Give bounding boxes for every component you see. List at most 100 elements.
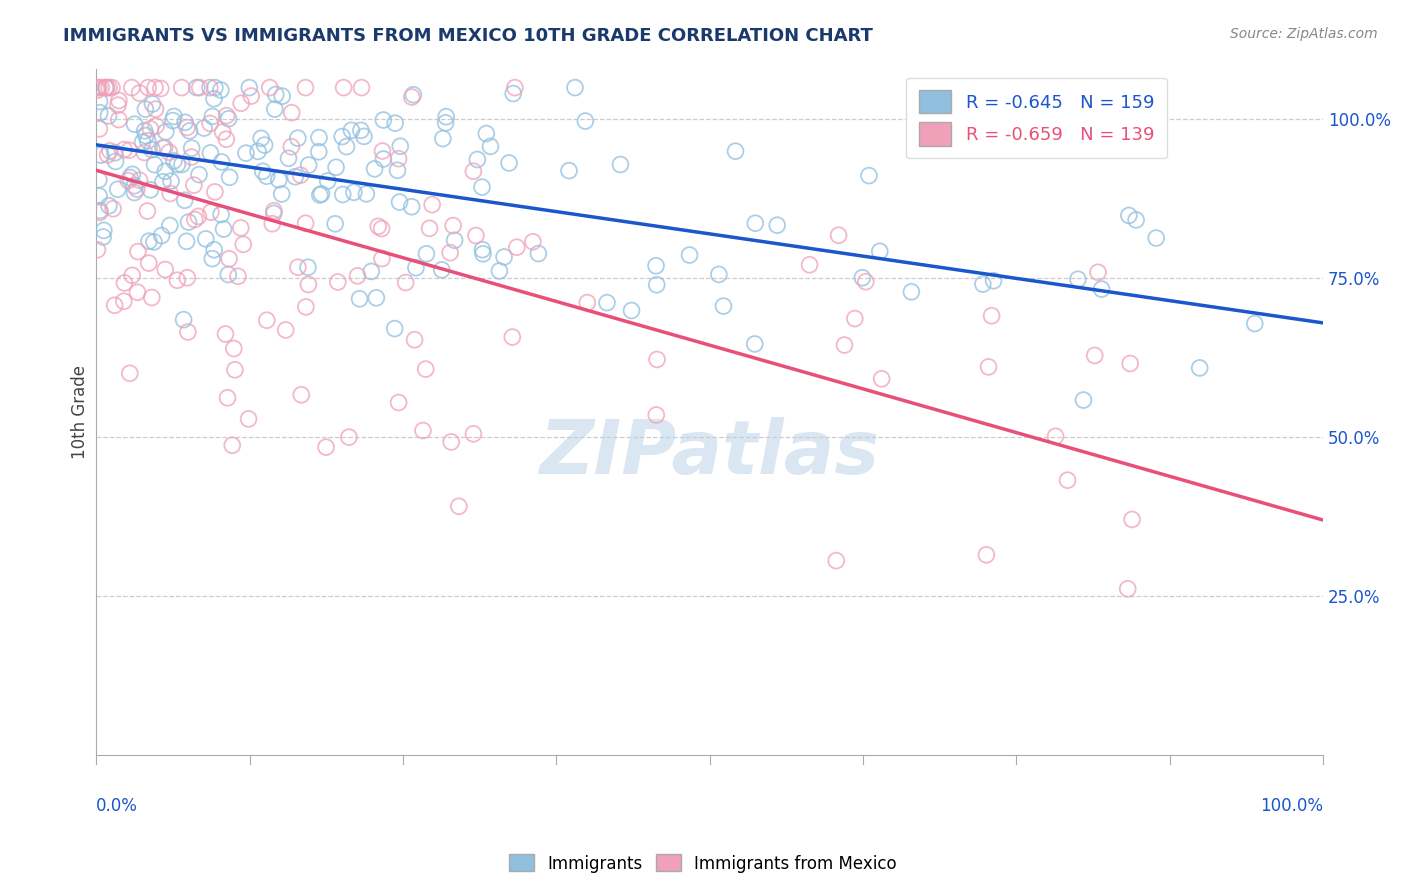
Point bbox=[186, 80, 208, 95]
Point bbox=[1056, 473, 1078, 487]
Point bbox=[620, 303, 643, 318]
Point bbox=[136, 204, 159, 219]
Point bbox=[274, 323, 297, 337]
Point bbox=[122, 178, 145, 193]
Text: 0.0%: 0.0% bbox=[96, 797, 138, 814]
Point bbox=[134, 102, 156, 116]
Point bbox=[264, 87, 287, 102]
Point bbox=[744, 337, 766, 351]
Point bbox=[134, 124, 156, 138]
Point bbox=[415, 247, 437, 261]
Point bbox=[1116, 582, 1139, 596]
Point bbox=[150, 228, 173, 243]
Point bbox=[1084, 348, 1107, 362]
Point bbox=[298, 158, 321, 172]
Point bbox=[231, 96, 253, 111]
Point bbox=[155, 125, 177, 139]
Point bbox=[193, 121, 215, 136]
Point bbox=[1118, 209, 1140, 223]
Point bbox=[463, 164, 485, 178]
Point bbox=[1144, 231, 1167, 245]
Point bbox=[465, 153, 488, 167]
Point bbox=[128, 86, 150, 100]
Point bbox=[900, 285, 922, 299]
Point bbox=[212, 222, 235, 236]
Point bbox=[209, 83, 232, 97]
Point bbox=[326, 275, 349, 289]
Point bbox=[104, 154, 127, 169]
Point bbox=[346, 268, 368, 283]
Point bbox=[371, 252, 394, 266]
Point bbox=[415, 362, 437, 376]
Point bbox=[1119, 357, 1142, 371]
Point bbox=[388, 195, 411, 210]
Point bbox=[1087, 265, 1109, 279]
Point bbox=[308, 130, 330, 145]
Point bbox=[180, 141, 202, 155]
Point bbox=[976, 548, 998, 562]
Point bbox=[112, 143, 135, 157]
Point bbox=[501, 330, 523, 344]
Point bbox=[316, 174, 339, 188]
Point bbox=[252, 164, 274, 178]
Point bbox=[295, 300, 318, 314]
Point bbox=[401, 200, 423, 214]
Point bbox=[139, 121, 162, 136]
Point bbox=[89, 95, 111, 109]
Point bbox=[176, 270, 198, 285]
Point bbox=[180, 150, 202, 164]
Point bbox=[198, 116, 221, 130]
Point bbox=[162, 113, 184, 128]
Point bbox=[419, 221, 441, 235]
Point bbox=[343, 186, 366, 200]
Point bbox=[387, 152, 409, 166]
Point bbox=[201, 252, 224, 266]
Point bbox=[141, 143, 163, 157]
Point bbox=[471, 180, 494, 194]
Point bbox=[404, 333, 426, 347]
Point bbox=[564, 80, 586, 95]
Point bbox=[870, 372, 893, 386]
Point bbox=[218, 252, 240, 266]
Point bbox=[558, 163, 581, 178]
Point bbox=[214, 326, 236, 341]
Point bbox=[267, 173, 290, 187]
Point bbox=[434, 110, 457, 124]
Point bbox=[145, 119, 167, 133]
Point bbox=[224, 363, 246, 377]
Point bbox=[253, 138, 276, 153]
Point bbox=[294, 80, 316, 95]
Point bbox=[263, 203, 285, 218]
Point bbox=[143, 235, 166, 249]
Point bbox=[204, 80, 226, 95]
Point bbox=[766, 218, 789, 232]
Point bbox=[121, 167, 143, 181]
Point bbox=[330, 129, 353, 144]
Point bbox=[211, 155, 233, 169]
Point bbox=[707, 268, 730, 282]
Point bbox=[229, 220, 252, 235]
Legend: R = -0.645   N = 159, R = -0.659   N = 139: R = -0.645 N = 159, R = -0.659 N = 139 bbox=[905, 78, 1167, 158]
Point bbox=[93, 223, 115, 237]
Point bbox=[475, 127, 498, 141]
Point bbox=[159, 186, 181, 201]
Point bbox=[89, 203, 111, 218]
Point bbox=[170, 80, 193, 95]
Point bbox=[188, 168, 211, 182]
Point bbox=[149, 81, 172, 95]
Point bbox=[609, 157, 631, 171]
Point bbox=[89, 205, 111, 219]
Point bbox=[215, 132, 238, 146]
Point bbox=[1243, 317, 1265, 331]
Point bbox=[311, 186, 333, 201]
Point bbox=[89, 121, 111, 136]
Point bbox=[235, 146, 257, 161]
Point bbox=[315, 440, 337, 454]
Point bbox=[155, 164, 177, 178]
Point bbox=[127, 285, 149, 300]
Point bbox=[91, 230, 114, 244]
Point bbox=[98, 144, 121, 158]
Point bbox=[858, 169, 880, 183]
Point bbox=[405, 260, 427, 275]
Point bbox=[356, 186, 378, 201]
